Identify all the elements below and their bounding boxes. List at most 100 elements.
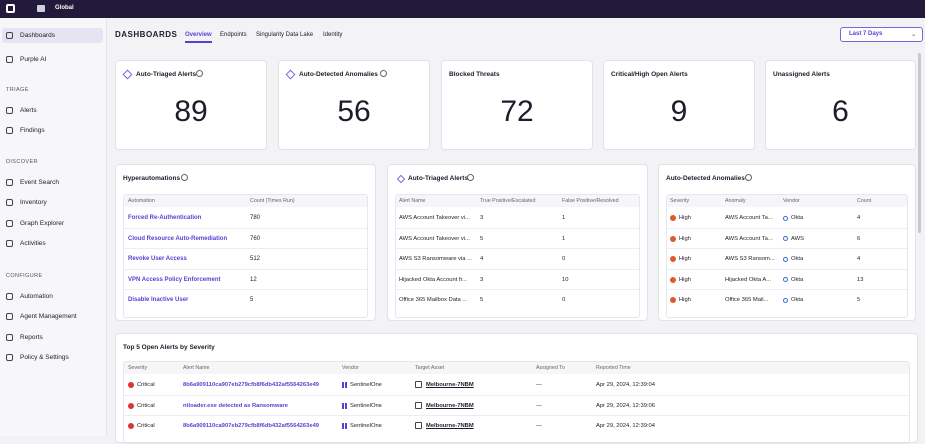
vendor-icon [342,423,347,429]
nav-item[interactable]: Event Search [20,179,60,186]
range-label: Last 7 Days [849,31,883,37]
nav-item[interactable]: Reports [20,333,43,341]
column-header: Vendor [342,365,359,371]
section-title: CONFIGURE [6,273,43,279]
severity-icon [128,402,134,409]
nav-icon [6,107,13,114]
scope[interactable]: Global [55,5,74,11]
automation-link[interactable]: Revoke User Access [128,256,187,262]
nav-item[interactable]: Inventory [20,199,47,207]
ai-icon [122,69,133,80]
column-header: False Positive/Resolved [562,198,619,204]
table-header-bg [667,195,907,207]
card-title: Hyperautomations [123,175,181,182]
nav-item[interactable]: Dashboards [20,32,56,39]
automation-link[interactable]: VPN Access Policy Enforcement [128,276,221,283]
kpi-card: Critical/High Open Alerts 9 [603,60,755,150]
vendor: AWS [791,235,804,242]
column-header: Reported Time [596,365,631,371]
automation-link[interactable]: Forced Re-Authentication [128,215,202,221]
table-header-bg [124,362,909,374]
nav-item[interactable]: Alerts [20,107,37,114]
cell: — [536,423,542,429]
severity: High [679,235,691,242]
cell: AWS S3 Ransom... [725,256,775,262]
tab-underline [185,41,212,43]
nav-item[interactable]: Agent Management [20,313,77,321]
asset-icon [415,381,422,388]
column-header: Assigned To [536,365,565,371]
column-header: Severity [128,365,148,371]
column-header: Alert Name [183,365,210,371]
tab[interactable]: Endpoints [220,32,247,38]
kpi-title: Blocked Threats [449,71,500,78]
info-icon[interactable] [196,70,203,77]
nav-icon [6,239,13,247]
card-title: Auto-Triaged Alerts [408,175,469,182]
asset-link[interactable]: Melbourne-7NBM [426,423,474,429]
info-icon[interactable] [745,174,752,181]
severity: Critical [137,382,155,388]
alert-link[interactable]: 8b6a909110ca907eb279cfb8f6db432af5564263… [183,382,320,388]
cell: 13 [857,276,864,283]
nav-icon [6,179,13,186]
asset-link[interactable]: Melbourne-7NBM [426,402,474,409]
range-select[interactable]: Last 7 Days ⌄ [840,27,923,42]
asset-link[interactable]: Melbourne-7NBM [426,382,474,388]
vendor: Okta [791,256,804,262]
cell: AWS Account Takeover vi... [399,235,470,242]
nav-item[interactable]: Graph Explorer [20,219,65,227]
cell: 5 [480,297,484,303]
nav-item[interactable]: Automation [20,293,53,300]
cell: 5 [480,235,484,242]
kpi-value: 9 [670,95,688,128]
nav-item[interactable]: Purple AI [20,56,47,63]
cell: Office 365 Mail... [725,297,769,303]
kpi-card: Unassigned Alerts 6 [765,60,916,150]
nav-item[interactable]: Activities [20,239,46,247]
info-icon[interactable] [181,174,188,181]
scope-icon [37,5,45,12]
cell: Office 365 Mailbox Data ... [399,297,468,303]
tab[interactable]: Identity [323,32,343,38]
nav-item[interactable]: Policy & Settings [20,353,69,361]
kpi-value: 72 [500,95,534,128]
automation-link[interactable]: Cloud Resource Auto-Remediation [128,235,228,242]
nav-icon [6,219,13,227]
vendor: Okta [791,215,804,221]
severity: Critical [137,402,155,409]
info-icon[interactable] [467,174,474,181]
kpi-title: Unassigned Alerts [773,71,830,78]
vendor-icon [783,297,788,303]
info-icon[interactable] [380,70,387,77]
anomalies-card: Auto-Detected Anomalies Severity Anomaly Ve… [658,164,916,321]
nav-icon [6,127,13,135]
row-divider [396,268,639,270]
table-box [666,194,908,318]
hyperautomations-card: Hyperautomations Automation Count (Times R… [115,164,376,321]
nav-item[interactable]: Findings [20,127,45,135]
alert-link[interactable]: ntloader.exe detected as Ransomware [183,402,289,409]
column-header: Alert Name [399,198,426,204]
nav-icon [6,313,13,321]
tab[interactable]: Overview [185,32,212,38]
topbar: Global [0,0,925,18]
severity-icon [670,297,676,303]
main: DASHBOARDS Last 7 Days ⌄ Overview Endpoin… [107,18,925,444]
page-title: DASHBOARDS [115,30,178,39]
vendor: SentinelOne [350,382,382,388]
kpi-title: Auto-Triaged Alerts [136,71,197,78]
alert-link[interactable]: 8b6a909110ca907eb279cfb8f6db432af5564263… [183,423,320,429]
nav-icon [6,32,13,39]
vendor-icon [783,215,788,221]
automation-link[interactable]: Disable Inactive User [128,297,189,303]
severity: High [679,276,691,283]
severity: High [679,297,691,303]
row-divider [667,289,907,290]
cell: 5 [857,297,861,303]
tab[interactable]: Singularity Data Lake [256,32,314,38]
nav-icon [6,199,13,207]
cell: 4 [857,215,861,221]
row-divider [124,268,367,270]
vendor-icon [342,382,347,388]
